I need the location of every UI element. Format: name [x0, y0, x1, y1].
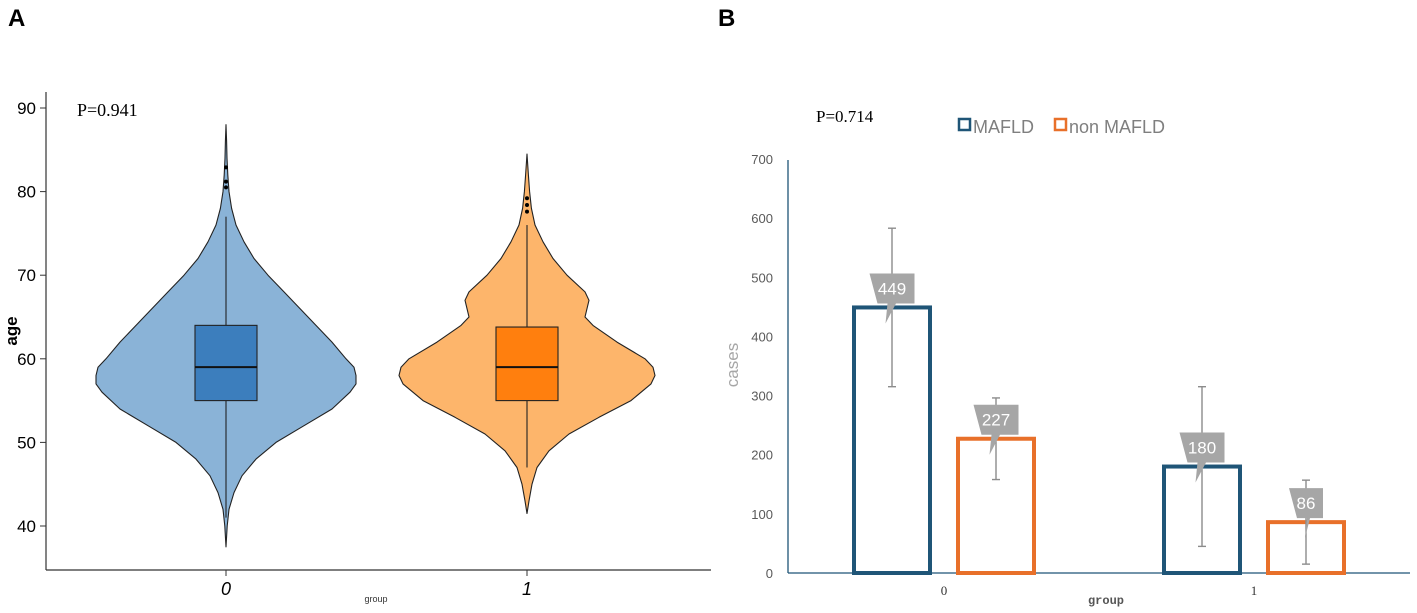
p-value-annotation: P=0.714 — [816, 107, 874, 126]
y-tick-label: 70 — [17, 266, 36, 285]
y-tick-label: 200 — [751, 448, 773, 463]
x-axis-title: group — [364, 594, 387, 604]
y-tick-label: 700 — [751, 152, 773, 167]
legend: MAFLD non MAFLD — [957, 117, 1165, 137]
y-tick-label: 500 — [751, 270, 773, 285]
y-axis: 40 50 60 70 80 90 — [17, 99, 46, 536]
data-label: 86 — [1297, 494, 1316, 513]
y-axis-title: cases — [723, 343, 742, 387]
violins — [95, 124, 656, 548]
box-1 — [495, 326, 559, 402]
data-label: 227 — [982, 411, 1010, 430]
data-label: 180 — [1188, 439, 1216, 458]
y-axis: 0 100 200 300 400 500 600 700 — [751, 152, 773, 581]
panel-label-b: B — [718, 5, 735, 32]
x-tick-label: 1 — [1251, 583, 1258, 598]
data-label-callout — [973, 404, 1019, 455]
outlier-point — [224, 179, 228, 184]
outlier-point — [224, 185, 228, 190]
y-tick-label: 80 — [17, 183, 36, 202]
outlier-point — [525, 196, 529, 201]
bars: 449 227 180 86 — [852, 227, 1346, 576]
x-tick-label: 0 — [941, 583, 948, 598]
x-axis-title: group — [1088, 594, 1124, 608]
data-label-callout — [1289, 488, 1323, 539]
data-label: 449 — [878, 279, 906, 298]
y-tick-label: 300 — [751, 389, 773, 404]
outlier-point — [525, 202, 529, 207]
y-tick-label: 50 — [17, 433, 36, 452]
panel-label-a: A — [8, 5, 25, 32]
y-tick-label: 600 — [751, 211, 773, 226]
outlier-point — [525, 209, 529, 214]
legend-label-non-mafld: non MAFLD — [1069, 117, 1165, 137]
legend-swatch-non-mafld — [1053, 117, 1068, 132]
y-tick-label: 40 — [17, 517, 36, 536]
y-tick-label: 400 — [751, 329, 773, 344]
y-axis-title: age — [2, 316, 21, 345]
data-label-callout — [1179, 432, 1225, 483]
y-tick-label: 0 — [766, 566, 773, 581]
y-tick-label: 60 — [17, 350, 36, 369]
box-0 — [194, 324, 258, 402]
x-tick-label: 1 — [522, 579, 532, 599]
legend-swatch-mafld — [957, 117, 972, 132]
y-tick-label: 100 — [751, 507, 773, 522]
bar-mafld — [852, 305, 932, 575]
p-value-annotation: P=0.941 — [77, 100, 138, 120]
outlier-point — [224, 165, 228, 170]
legend-label-mafld: MAFLD — [973, 117, 1034, 137]
x-tick-label: 0 — [221, 579, 231, 599]
data-label-callout — [869, 273, 915, 324]
y-tick-label: 90 — [17, 99, 36, 118]
